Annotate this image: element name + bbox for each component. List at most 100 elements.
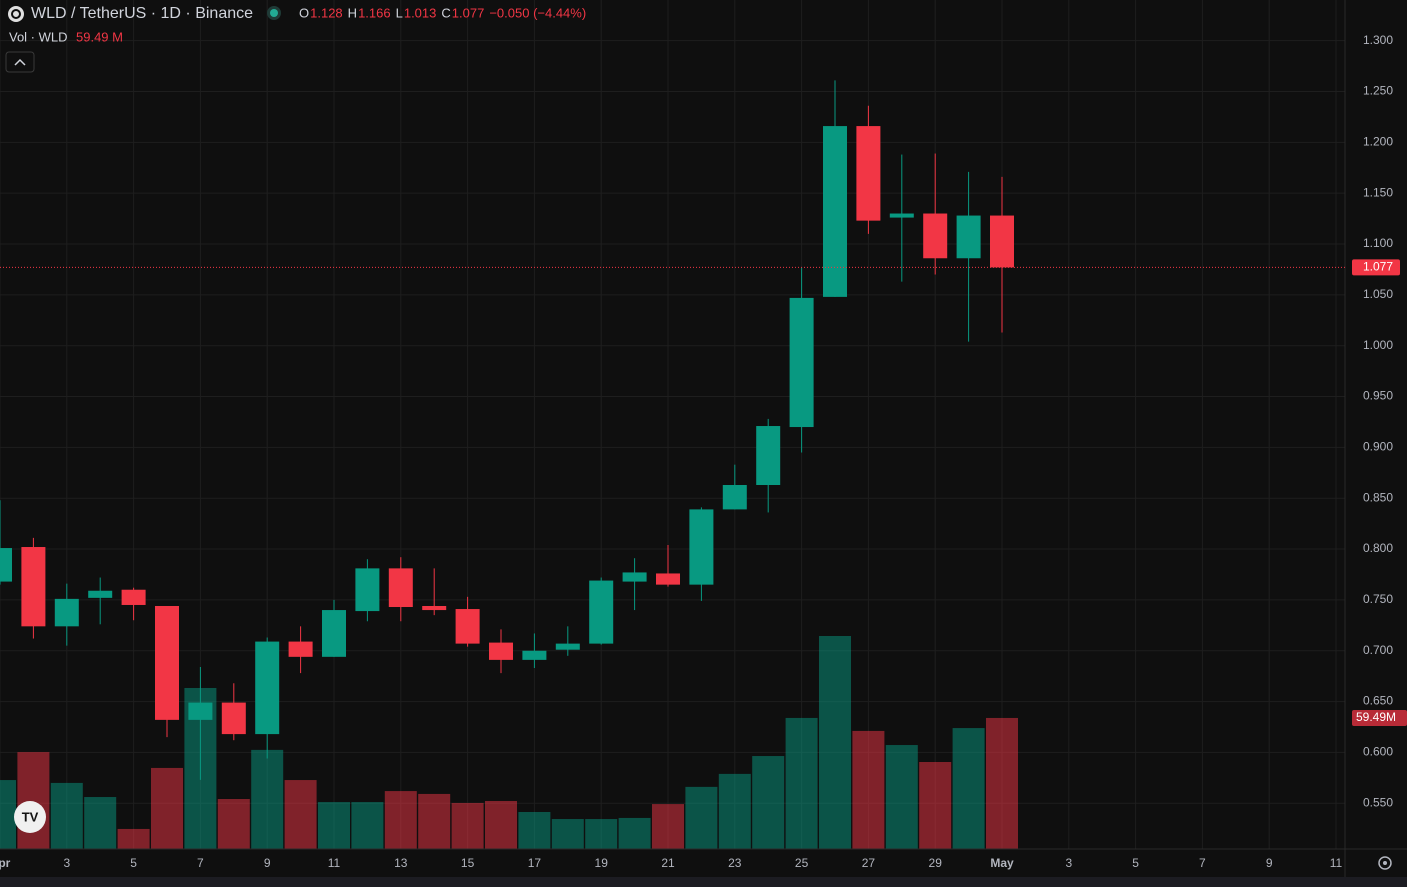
x-tick-label: Apr xyxy=(0,856,11,870)
y-tick-label: 1.200 xyxy=(1363,135,1393,149)
y-tick-label: 1.250 xyxy=(1363,84,1393,98)
candle-body xyxy=(789,297,814,428)
volume-bar xyxy=(384,791,417,849)
volume-bar xyxy=(618,817,651,849)
last-price-badge xyxy=(1352,259,1400,276)
volume-bar xyxy=(318,802,350,849)
volume-bar xyxy=(819,636,851,849)
volume-bar xyxy=(0,780,16,849)
candle-body xyxy=(990,215,1014,268)
candle-body xyxy=(388,568,413,608)
volume-bar xyxy=(551,819,584,849)
candle-body xyxy=(288,641,313,657)
volume-bar xyxy=(117,828,150,849)
x-tick-label: May xyxy=(990,856,1014,870)
volume-bar xyxy=(485,800,517,849)
y-tick-label: 0.850 xyxy=(1363,490,1393,504)
candle-body xyxy=(689,509,714,585)
volume-bar xyxy=(418,793,451,849)
symbol-logo[interactable] xyxy=(8,6,24,22)
x-tick-label: 17 xyxy=(528,856,542,870)
candle-body xyxy=(956,215,981,259)
x-tick-label: 7 xyxy=(197,856,204,870)
volume-bar xyxy=(752,756,785,849)
x-tick-label: 9 xyxy=(264,856,271,870)
volume-bar xyxy=(284,780,317,849)
settings-button[interactable] xyxy=(1378,856,1392,870)
volume-bar xyxy=(986,717,1018,849)
x-tick-label: 15 xyxy=(461,856,475,870)
volume-bar xyxy=(852,730,885,849)
candle-body xyxy=(0,548,12,582)
volume-bar xyxy=(451,802,484,849)
tradingview-logo[interactable] xyxy=(14,801,46,833)
x-tick-label: 13 xyxy=(394,856,408,870)
y-tick-label: 1.150 xyxy=(1363,185,1393,199)
candle-body xyxy=(589,580,614,644)
collapse-button[interactable] xyxy=(5,51,35,73)
y-tick-label: 0.700 xyxy=(1363,643,1393,657)
x-tick-label: 27 xyxy=(862,856,876,870)
y-tick-label: 0.950 xyxy=(1363,389,1393,403)
candle-body xyxy=(255,641,280,735)
volume-bar xyxy=(217,798,250,849)
y-tick-label: 0.750 xyxy=(1363,592,1393,606)
x-tick-label: 3 xyxy=(63,856,70,870)
y-tick-label: 0.600 xyxy=(1363,745,1393,759)
volume-bar xyxy=(151,767,183,849)
bottom-strip xyxy=(0,877,1407,887)
axes: 0.550 0.600 0.650 0.700 0.750 0.800 0.850 0.900… xyxy=(0,33,1407,870)
volume-bar xyxy=(84,797,117,849)
candle-body xyxy=(656,573,680,585)
volume-badge xyxy=(1352,709,1407,726)
volume-bar xyxy=(785,717,818,849)
x-tick-label: 3 xyxy=(1065,856,1072,870)
candle-body xyxy=(722,484,747,510)
x-tick-label: 11 xyxy=(1330,856,1343,870)
ohlc-change: −0.050 (−4.44%) xyxy=(489,5,586,20)
candle-body xyxy=(889,213,914,218)
candle-body xyxy=(155,605,179,720)
candle-body xyxy=(322,610,346,657)
x-tick-label: 11 xyxy=(328,856,341,870)
x-tick-label: 25 xyxy=(795,856,809,870)
ohlc-value: 1.128 xyxy=(310,5,343,20)
symbol-title[interactable]: WLD / TetherUS · 1D · Binance xyxy=(31,5,253,22)
volume-bar xyxy=(718,773,751,849)
x-tick-label: 5 xyxy=(130,856,137,870)
candle-body xyxy=(422,605,447,611)
ohlc-key: C xyxy=(441,5,450,20)
ohlc-key: H xyxy=(348,5,357,20)
x-tick-label: 5 xyxy=(1132,856,1139,870)
candles xyxy=(0,80,1014,780)
volume-bar xyxy=(919,761,952,849)
candle-body xyxy=(54,598,79,627)
candle-body xyxy=(121,589,146,605)
y-tick-label: 1.100 xyxy=(1363,236,1393,250)
candle-body xyxy=(355,568,380,612)
x-tick-label: 9 xyxy=(1266,856,1273,870)
volume-title[interactable]: Vol · WLD xyxy=(9,29,68,44)
volume-pane xyxy=(0,636,1018,849)
candle-body xyxy=(455,609,480,644)
y-tick-label: 0.650 xyxy=(1363,694,1393,708)
volume-bar xyxy=(251,749,284,849)
ohlc-legend: O 1.128 H 1.166 L 1.013 C 1.077 −0.050 (−4.44%) xyxy=(299,5,586,20)
ohlc-value: 1.013 xyxy=(404,5,437,20)
y-tick-label: 1.300 xyxy=(1363,33,1393,47)
y-tick-label: 0.900 xyxy=(1363,440,1393,454)
candle-body xyxy=(823,126,847,297)
candle-body xyxy=(221,702,246,735)
y-tick-label: 0.800 xyxy=(1363,541,1393,555)
volume-value: 59.49 M xyxy=(76,29,123,44)
x-tick-label: 19 xyxy=(595,856,609,870)
candle-body xyxy=(756,426,781,485)
volume-bar xyxy=(585,819,618,849)
volume-bar xyxy=(17,752,50,849)
candle-body xyxy=(88,590,113,598)
x-tick-label: 7 xyxy=(1199,856,1206,870)
last-price-label: 1.077 xyxy=(1363,260,1393,274)
